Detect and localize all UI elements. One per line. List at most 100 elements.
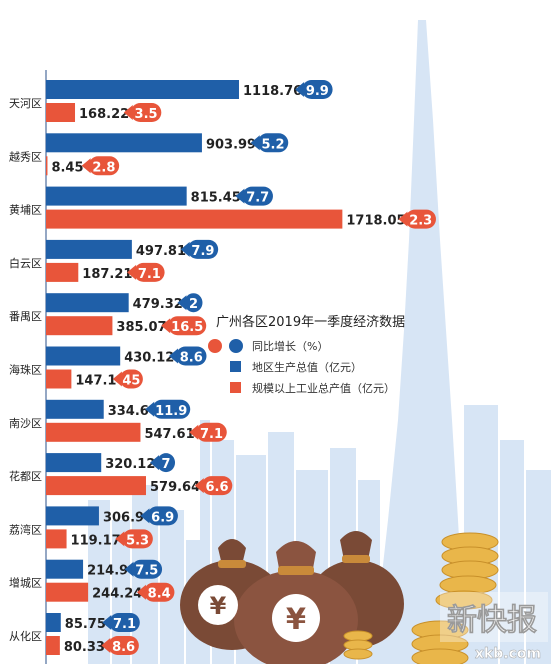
industry-growth-pointer <box>161 318 171 334</box>
gdp-growth-badge <box>131 559 163 579</box>
gdp-bar <box>46 453 102 473</box>
industry-growth-pointer <box>101 638 111 653</box>
gdp-growth-label: 7.5 <box>135 564 158 579</box>
gdp-value-label: 1118.76 <box>243 84 302 99</box>
gdp-value-label: 903.99 <box>206 137 256 152</box>
industry-growth-label: 7.1 <box>138 267 161 282</box>
industry-growth-label: 5.3 <box>126 533 149 548</box>
gdp-growth-badge <box>157 453 176 473</box>
gdp-value-label: 306.9 <box>103 510 144 525</box>
money-bags-illustration: ¥ ¥ <box>180 531 499 664</box>
industry-growth-pointer <box>115 531 125 547</box>
category-label: 天河区 <box>9 97 42 110</box>
gdp-growth-badge <box>187 239 219 259</box>
category-label: 荔湾区 <box>9 522 42 536</box>
category-label: 增城区 <box>9 576 42 590</box>
industry-growth-label: 45 <box>122 374 140 389</box>
gdp-growth-badge <box>302 80 333 99</box>
gdp-growth-pointer <box>250 135 260 151</box>
gdp-growth-badge <box>109 613 140 632</box>
industry-value-label: 8.45 <box>51 160 83 175</box>
industry-value-label: 244.24 <box>92 587 142 602</box>
gdp-growth-label: 9.9 <box>306 84 329 99</box>
gdp-bar <box>46 506 99 526</box>
industry-growth-badge <box>88 156 120 176</box>
yuan-badge-center <box>272 594 320 642</box>
gdp-growth-badge <box>257 133 289 153</box>
industry-bar <box>46 316 113 336</box>
industry-bar <box>46 476 146 496</box>
industry-bar <box>46 582 89 602</box>
gdp-growth-pointer <box>168 348 178 364</box>
gdp-value-label: 334.6 <box>108 404 149 419</box>
yuan-symbol-center: ¥ <box>286 602 306 636</box>
industry-value-label: 119.17 <box>71 533 121 548</box>
gdp-bar <box>46 133 202 153</box>
gdp-bar <box>46 559 84 579</box>
legend-industry-swatch <box>230 382 241 393</box>
legend-growth-marker-red <box>208 339 222 353</box>
industry-value-label: 168.22 <box>79 107 129 122</box>
legend: 广州各区2019年一季度经济数据 同比增长（%） 地区生产总值（亿元） 规模以上… <box>208 314 405 395</box>
gdp-growth-pointer <box>124 561 134 577</box>
industry-value-label: 80.33 <box>64 640 105 655</box>
industry-growth-badge <box>201 476 233 496</box>
gdp-growth-badge <box>242 186 273 206</box>
gdp-growth-pointer <box>177 295 187 311</box>
category-label: 番禺区 <box>9 310 42 323</box>
coin-stack <box>343 532 499 664</box>
category-label: 花都区 <box>9 470 42 483</box>
gdp-value-label: 85.75 <box>65 617 106 632</box>
industry-growth-badge <box>122 529 153 549</box>
watermark: 新快报 xkb.com <box>440 592 548 662</box>
gdp-growth-pointer <box>145 401 155 417</box>
category-label: 海珠区 <box>9 363 42 377</box>
industry-value-label: 579.64 <box>150 480 200 495</box>
gdp-growth-label: 11.9 <box>155 404 187 419</box>
industry-growth-label: 8.4 <box>148 587 171 602</box>
industry-growth-badge <box>119 369 143 389</box>
industry-bar <box>46 636 60 655</box>
gdp-bar <box>46 399 104 419</box>
legend-gdp-swatch <box>230 361 241 372</box>
legend-industry-label: 规模以上工业总产值（亿元） <box>252 381 395 395</box>
legend-growth-marker-blue <box>229 339 243 353</box>
watermark-logo: 新快报 <box>447 603 537 638</box>
gdp-bar <box>46 613 61 632</box>
industry-growth-pointer <box>81 158 91 174</box>
gdp-growth-label: 7 <box>161 457 170 472</box>
gdp-value-label: 497.81 <box>136 244 186 259</box>
industry-value-label: 1718.05 <box>346 214 405 229</box>
industry-growth-label: 7.1 <box>200 427 223 442</box>
gdp-growth-pointer <box>295 82 305 97</box>
industry-bar <box>46 262 79 282</box>
industry-bar <box>46 369 72 389</box>
gdp-bar <box>46 239 132 259</box>
yuan-symbol-left: ¥ <box>210 592 227 620</box>
gdp-growth-pointer <box>235 188 245 204</box>
legend-growth-label: 同比增长（%） <box>252 339 328 353</box>
gdp-growth-pointer <box>140 508 150 524</box>
gdp-growth-pointer <box>180 241 190 257</box>
industry-growth-badge <box>168 316 207 336</box>
gdp-bar <box>46 186 187 206</box>
industry-growth-badge <box>143 582 175 602</box>
gdp-bar <box>46 293 129 313</box>
category-label: 白云区 <box>9 256 42 270</box>
industry-value-label: 385.07 <box>116 320 166 335</box>
category-label: 黄埔区 <box>9 203 42 217</box>
industry-growth-pointer <box>112 371 122 387</box>
gdp-value-label: 430.12 <box>124 351 174 366</box>
yuan-badge-left <box>198 585 238 625</box>
gdp-growth-label: 6.9 <box>151 510 174 525</box>
gdp-growth-label: 7.9 <box>191 244 214 259</box>
industry-bar <box>46 422 141 442</box>
gdp-growth-label: 5.2 <box>261 137 284 152</box>
category-label: 越秀区 <box>9 149 42 163</box>
industry-value-label: 147.1 <box>75 374 116 389</box>
gdp-growth-label: 2 <box>189 297 198 312</box>
industry-bar <box>46 529 67 549</box>
gdp-value-label: 479.32 <box>133 297 183 312</box>
